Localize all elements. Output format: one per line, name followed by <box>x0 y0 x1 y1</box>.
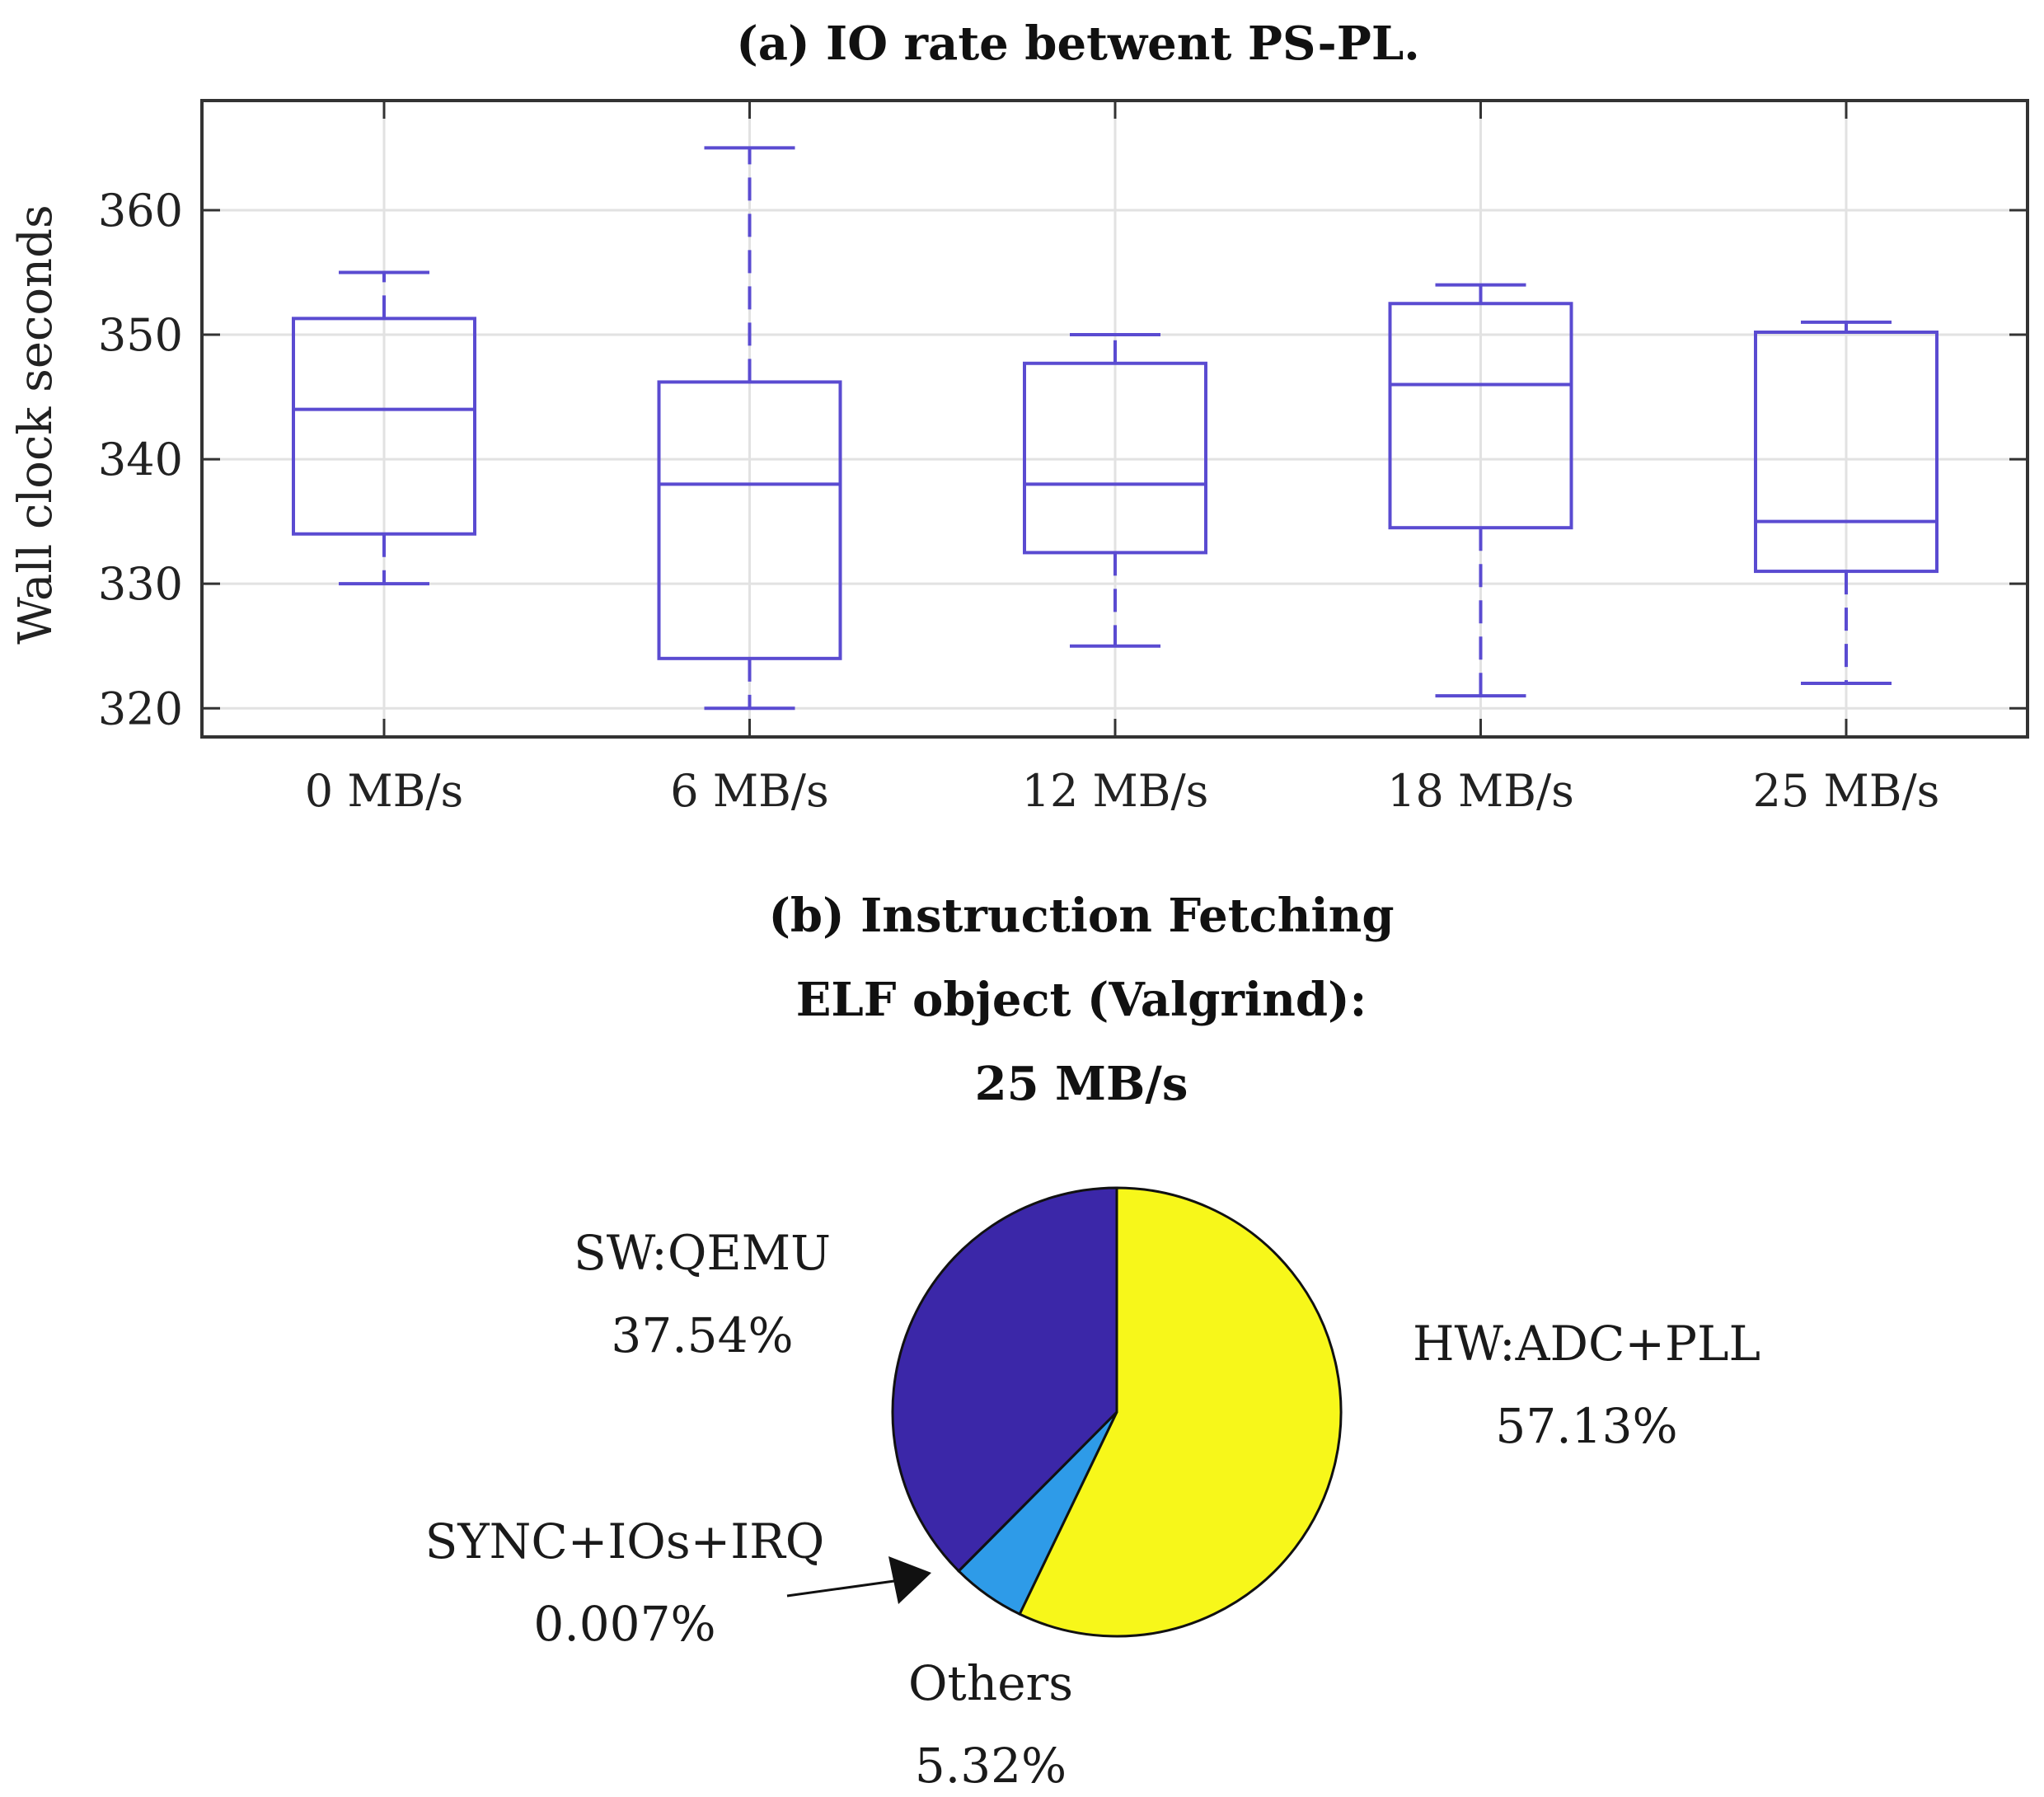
y-tick-label: 330 <box>98 558 183 610</box>
slice-label-others-pct: 5.32% <box>915 1738 1067 1794</box>
box-iqr <box>1388 302 1573 530</box>
box-iqr <box>292 317 476 536</box>
pie-slice-sw-qemu <box>891 1186 1118 1573</box>
slice-label-sw-name: SW:QEMU <box>574 1225 831 1281</box>
y-tick-label: 360 <box>98 185 183 237</box>
y-tick-label: 350 <box>98 309 183 361</box>
pie-title-line-2: ELF object (Valgrind): <box>796 973 1367 1027</box>
pie-title-line-1: (b) Instruction Fetching <box>768 889 1394 943</box>
slice-label-hw-pct: 57.13% <box>1495 1398 1677 1454</box>
box-iqr <box>1754 331 1939 574</box>
y-tick-label: 320 <box>98 683 183 734</box>
x-tick-label: 0 MB/s <box>305 765 463 817</box>
box-iqr <box>1023 361 1207 555</box>
slice-label-sync-pct: 0.007% <box>533 1596 715 1652</box>
slice-label-sw-pct: 37.54% <box>611 1307 793 1363</box>
pie-slice-hw-adc-pll <box>1018 1186 1343 1638</box>
annotation-arrow-head <box>888 1556 931 1604</box>
x-tick-label: 6 MB/s <box>670 765 828 817</box>
pie-layer <box>891 1186 1343 1638</box>
y-tick-label: 340 <box>98 434 183 486</box>
slice-label-hw-name: HW:ADC+PLL <box>1413 1316 1760 1372</box>
y-axis-label: Wall clock seconds <box>9 204 63 644</box>
plot-frame <box>200 99 2029 739</box>
box-chart-title: (a) IO rate betwent PS-PL. <box>736 16 1419 71</box>
x-tick-label: 25 MB/s <box>1753 765 1940 817</box>
annotation-arrow-line <box>786 1579 895 1598</box>
box-layer <box>292 146 1939 711</box>
slice-label-sync-name: SYNC+IOs+IRQ <box>425 1513 825 1569</box>
slice-label-others-name: Others <box>908 1655 1073 1711</box>
x-tick-label: 18 MB/s <box>1387 765 1574 817</box>
x-tick-label: 12 MB/s <box>1022 765 1209 817</box>
pie-title-line-3: 25 MB/s <box>975 1057 1188 1111</box>
box-iqr <box>657 380 842 660</box>
